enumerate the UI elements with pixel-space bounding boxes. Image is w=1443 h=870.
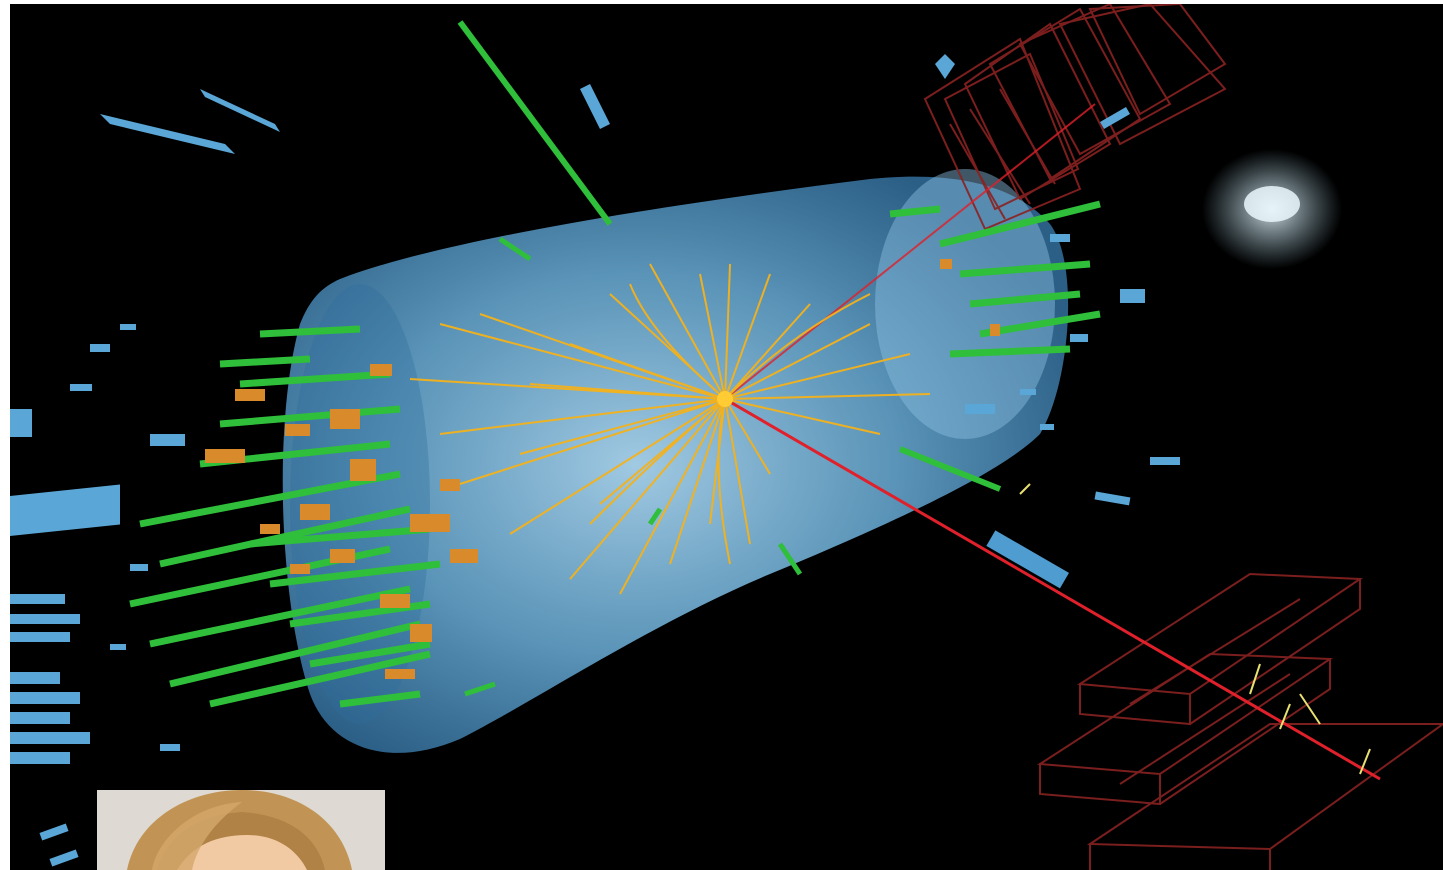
muon-tracks — [724, 103, 1381, 781]
muon-hit-markers — [1019, 483, 1371, 775]
particle-tracks — [409, 263, 931, 595]
collision-event-svg — [10, 4, 1443, 870]
event-display — [10, 4, 1443, 870]
muon-chambers-lower — [1036, 572, 1443, 870]
person-portrait-icon — [97, 790, 385, 870]
detector-cylinder — [282, 169, 1069, 753]
portrait-inset — [97, 790, 385, 870]
hit-cloud — [1202, 149, 1342, 269]
calorimeter-blocks — [10, 54, 1180, 867]
had-energy-deposits — [205, 259, 1000, 679]
interaction-vertex — [717, 391, 733, 407]
muon-chambers-upper — [923, 4, 1227, 231]
